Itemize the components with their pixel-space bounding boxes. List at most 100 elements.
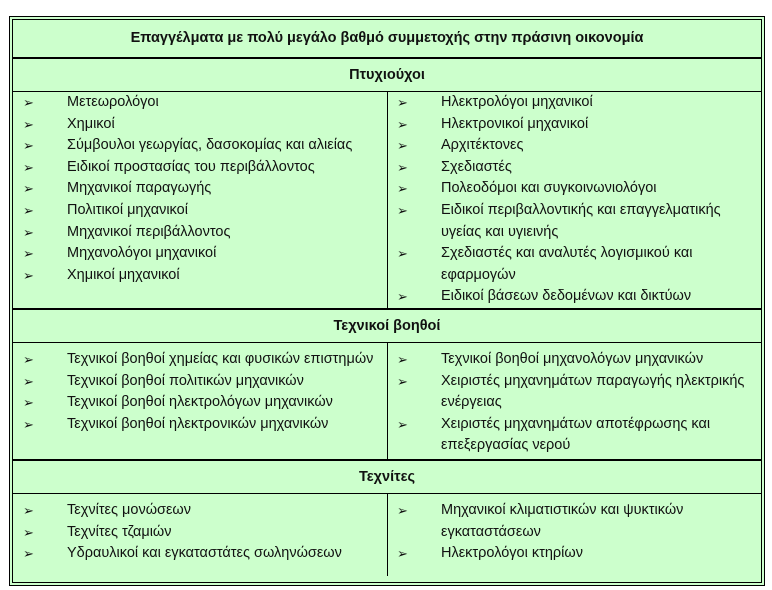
occupation-text: Τεχνίτες μονώσεων [67, 502, 191, 518]
list-item: ➢ Τεχνικοί βοηθοί πολιτικών μηχανικών [13, 371, 387, 393]
list-item: ➢ Τεχνικοί βοηθοί ηλεκτρολόγων μηχανικών [13, 392, 387, 414]
list-item: ➢ Χημικοί [13, 114, 387, 136]
list-item: ➢ Υδραυλικοί και εγκαταστάτες σωληνώσεων [13, 543, 387, 565]
list-item: ➢ Ειδικοί περιβαλλοντικής και επαγγελματι… [388, 200, 761, 243]
left-column: ➢ Τεχνικοί βοηθοί χημείας και φυσικών επι… [13, 343, 388, 459]
arrowhead-bullet-icon: ➢ [397, 116, 408, 132]
list-item: ➢ Ειδικοί βάσεων δεδομένων και δικτύων [388, 286, 761, 308]
list-item: ➢ Σχεδιαστές [388, 157, 761, 179]
arrowhead-bullet-icon: ➢ [23, 352, 34, 367]
occupation-text: Ηλεκτρολόγοι μηχανικοί [441, 94, 593, 110]
occupation-text: Τεχνίτες τζαμιών [67, 523, 172, 540]
table-title: Επαγγέλματα με πολύ μεγάλο βαθμό συμμετο… [13, 20, 761, 59]
occupation-text: Τεχνικοί βοηθοί χημείας και φυσικών επισ… [67, 351, 374, 367]
table-body: Πτυχιούχοι ➢ Μετεωρολόγοι ➢ Χημικοί ➢ Σύμβουλο… [13, 59, 761, 576]
list-item: ➢ Ηλεκτρονικοί μηχανικοί [388, 114, 761, 136]
occupation-list: ➢ Τεχνικοί βοηθοί χημείας και φυσικών επι… [13, 349, 387, 435]
list-item: ➢ Ειδικοί προστασίας του περιβάλλοντος [13, 157, 387, 179]
arrowhead-bullet-icon: ➢ [397, 138, 408, 154]
occupation-text: Τεχνικοί βοηθοί ηλεκτρολόγων μηχανικών [67, 394, 333, 411]
occupation-text: Χημικοί [67, 115, 115, 132]
section-heading: Τεχνικοί βοηθοί [13, 310, 761, 343]
occupation-text: Ηλεκτρολόγοι κτηρίων [441, 545, 583, 562]
list-item: ➢ Ηλεκτρολόγοι μηχανικοί [388, 92, 761, 114]
occupation-text: Ειδικοί βάσεων δεδομένων και δικτύων [441, 288, 692, 305]
list-item: ➢ Τεχνικοί βοηθοί μηχανολόγων μηχανικών [388, 349, 761, 371]
occupation-text: Χειριστές μηχανημάτων παραγωγής ηλεκτρικ… [441, 372, 745, 411]
left-column: ➢ Τεχνίτες μονώσεων ➢ Τεχνίτες τζαμιών ➢ Υδρα… [13, 494, 388, 576]
list-item: ➢ Τεχνίτες μονώσεων [13, 500, 387, 522]
occupation-text: Πολιτικοί μηχανικοί [67, 201, 188, 218]
list-item: ➢ Πολιτικοί μηχανικοί [13, 200, 387, 222]
arrowhead-bullet-icon: ➢ [397, 289, 408, 305]
arrowhead-bullet-icon: ➢ [397, 373, 408, 389]
arrowhead-bullet-icon: ➢ [23, 524, 34, 540]
list-item: ➢ Ηλεκτρολόγοι κτηρίων [388, 543, 761, 565]
list-item: ➢ Μηχανικοί παραγωγής [13, 178, 387, 200]
occupation-list: ➢ Ηλεκτρολόγοι μηχανικοί ➢ Ηλεκτρονικοί μηχ… [388, 92, 761, 308]
occupation-list: ➢ Μετεωρολόγοι ➢ Χημικοί ➢ Σύμβουλοι γεωργίας… [13, 92, 387, 286]
list-item: ➢ Χειριστές μηχανημάτων αποτέφρωσης και ε… [388, 414, 761, 457]
arrowhead-bullet-icon: ➢ [23, 373, 34, 389]
occupation-text: Χειριστές μηχανημάτων αποτέφρωσης και επ… [441, 415, 711, 454]
arrowhead-bullet-icon: ➢ [397, 159, 408, 175]
list-item: ➢ Τεχνικοί βοηθοί χημείας και φυσικών επι… [13, 349, 387, 371]
list-item: ➢ Χημικοί μηχανικοί [13, 265, 387, 287]
arrowhead-bullet-icon: ➢ [23, 267, 34, 283]
arrowhead-bullet-icon: ➢ [23, 138, 34, 154]
occupation-text: Μηχανικοί περιβάλλοντος [67, 223, 231, 240]
list-item: ➢ Τεχνίτες τζαμιών [13, 522, 387, 544]
occupation-list: ➢ Τεχνικοί βοηθοί μηχανολόγων μηχανικών ➢ Χ… [388, 349, 761, 457]
arrowhead-bullet-icon: ➢ [397, 352, 408, 367]
occupation-text: Μηχανολόγοι μηχανικοί [67, 245, 217, 262]
section-heading: Τεχνίτες [13, 461, 761, 494]
occupation-text: Αρχιτέκτονες [441, 137, 524, 154]
occupation-text: Πολεοδόμοι και συγκοινωνιολόγοι [441, 180, 657, 197]
arrowhead-bullet-icon: ➢ [23, 116, 34, 132]
occupation-text: Υδραυλικοί και εγκαταστάτες σωληνώσεων [67, 545, 342, 562]
arrowhead-bullet-icon: ➢ [23, 246, 34, 262]
occupations-table: Επαγγέλματα με πολύ μεγάλο βαθμό συμμετο… [9, 16, 765, 586]
list-item: ➢ Μηχανικοί περιβάλλοντος [13, 222, 387, 244]
arrowhead-bullet-icon: ➢ [397, 416, 408, 432]
occupation-text: Τεχνικοί βοηθοί μηχανολόγων μηχανικών [441, 351, 704, 367]
list-item: ➢ Μηχανικοί κλιματιστικών και ψυκτικών εγ… [388, 500, 761, 543]
occupation-text: Τεχνικοί βοηθοί πολιτικών μηχανικών [67, 372, 304, 389]
arrowhead-bullet-icon: ➢ [23, 159, 34, 175]
occupation-text: Σύμβουλοι γεωργίας, δασοκομίας και αλιεί… [67, 137, 353, 154]
occupation-text: Μηχανικοί παραγωγής [67, 180, 212, 197]
section-lists: ➢ Τεχνίτες μονώσεων ➢ Τεχνίτες τζαμιών ➢ Υδρα… [13, 494, 761, 576]
arrowhead-bullet-icon: ➢ [23, 546, 34, 562]
arrowhead-bullet-icon: ➢ [23, 224, 34, 240]
section-lists: ➢ Τεχνικοί βοηθοί χημείας και φυσικών επι… [13, 343, 761, 461]
list-item: ➢ Μηχανολόγοι μηχανικοί [13, 243, 387, 265]
occupation-text: Τεχνικοί βοηθοί ηλεκτρονικών μηχανικών [67, 415, 329, 432]
list-item: ➢ Πολεοδόμοι και συγκοινωνιολόγοι [388, 178, 761, 200]
occupation-text: Μετεωρολόγοι [67, 94, 159, 110]
right-column: ➢ Ηλεκτρολόγοι μηχανικοί ➢ Ηλεκτρονικοί μηχ… [388, 92, 761, 308]
occupation-list: ➢ Τεχνίτες μονώσεων ➢ Τεχνίτες τζαμιών ➢ Υδρα… [13, 500, 387, 565]
occupation-list: ➢ Μηχανικοί κλιματιστικών και ψυκτικών εγ… [388, 500, 761, 565]
arrowhead-bullet-icon: ➢ [23, 202, 34, 218]
section-lists: ➢ Μετεωρολόγοι ➢ Χημικοί ➢ Σύμβουλοι γεωργίας… [13, 92, 761, 310]
list-item: ➢ Χειριστές μηχανημάτων παραγωγής ηλεκτρι… [388, 371, 761, 414]
list-item: ➢ Μετεωρολόγοι [13, 92, 387, 114]
occupation-text: Μηχανικοί κλιματιστικών και ψυκτικών εγκ… [441, 502, 684, 540]
list-item: ➢ Τεχνικοί βοηθοί ηλεκτρονικών μηχανικών [13, 414, 387, 436]
arrowhead-bullet-icon: ➢ [23, 395, 34, 411]
list-item: ➢ Σύμβουλοι γεωργίας, δασοκομίας και αλιε… [13, 135, 387, 157]
arrowhead-bullet-icon: ➢ [23, 95, 34, 110]
right-column: ➢ Μηχανικοί κλιματιστικών και ψυκτικών εγ… [388, 494, 761, 576]
occupation-text: Ειδικοί περιβαλλοντικής και επαγγελματικ… [441, 201, 721, 240]
arrowhead-bullet-icon: ➢ [23, 503, 34, 518]
occupation-text: Χημικοί μηχανικοί [67, 266, 180, 283]
arrowhead-bullet-icon: ➢ [397, 202, 408, 218]
left-column: ➢ Μετεωρολόγοι ➢ Χημικοί ➢ Σύμβουλοι γεωργίας… [13, 92, 388, 308]
arrowhead-bullet-icon: ➢ [397, 95, 408, 110]
arrowhead-bullet-icon: ➢ [23, 416, 34, 432]
list-item: ➢ Αρχιτέκτονες [388, 135, 761, 157]
occupation-text: Ηλεκτρονικοί μηχανικοί [441, 115, 589, 132]
arrowhead-bullet-icon: ➢ [397, 503, 408, 518]
occupation-text: Ειδικοί προστασίας του περιβάλλοντος [67, 158, 315, 175]
arrowhead-bullet-icon: ➢ [397, 546, 408, 562]
